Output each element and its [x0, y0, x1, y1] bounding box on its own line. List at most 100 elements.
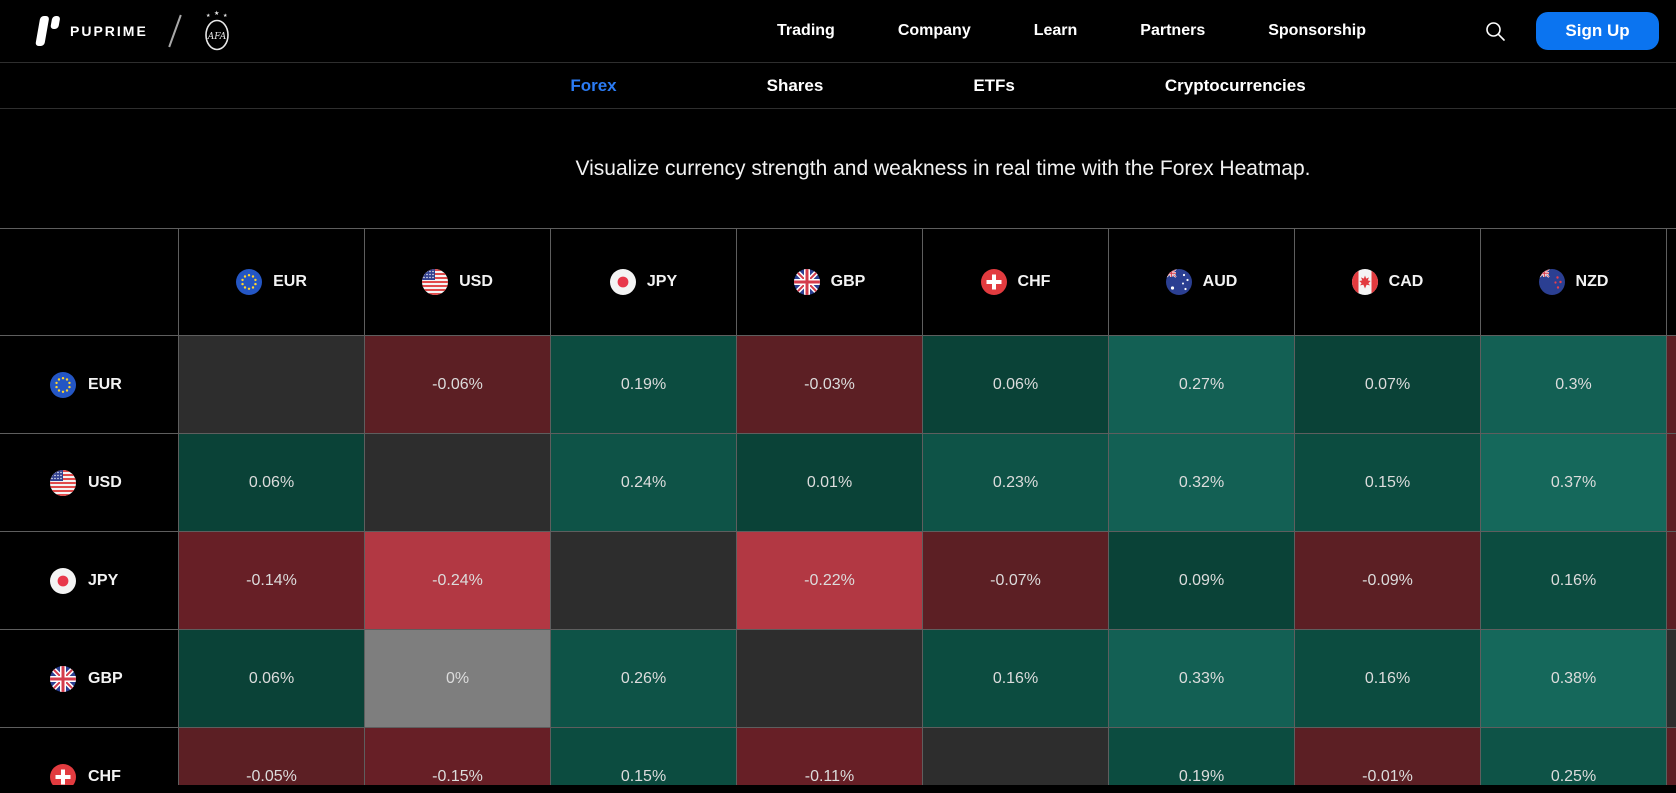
jpy-flag-icon: [609, 269, 636, 295]
heatmap-cell-chf-jpy: 0.15%: [551, 728, 736, 785]
svg-text:AFA: AFA: [207, 32, 227, 42]
heatmap-cell-usd-jpy: 0.24%: [551, 434, 736, 531]
forex-heatmap-table: EUR USD JPY GBP CHF AUD CAD NZD EUR -0.06% 0.19% -0…: [0, 228, 1676, 785]
search-button[interactable]: [1483, 19, 1507, 43]
afa-crest-icon: ★ ★ ★ AFA: [204, 10, 229, 51]
row-header-usd: USD: [0, 434, 178, 531]
column-header-chf: CHF: [923, 229, 1108, 335]
chf-flag-icon: [980, 269, 1007, 295]
hero-section: Visualize currency strength and weakness…: [0, 109, 1676, 228]
tab-shares[interactable]: Shares: [766, 75, 824, 95]
svg-text:★: ★: [223, 13, 228, 19]
heatmap-cell-chf-nzd: 0.25%: [1481, 728, 1666, 785]
usd-flag-icon: [50, 469, 76, 496]
puprime-logo[interactable]: PUPRIME: [30, 13, 148, 49]
column-label-usd: USD: [459, 273, 493, 290]
heatmap-cell-gbp-eur: 0.06%: [179, 630, 364, 727]
usd-flag-icon: [422, 269, 449, 295]
clipped-cell-eur: [1667, 336, 1676, 433]
heatmap-cell-eur-eur: [179, 336, 364, 433]
logo-divider: [168, 14, 182, 48]
heatmap-cell-usd-cad: 0.15%: [1295, 434, 1480, 531]
heatmap-cell-jpy-usd: -0.24%: [365, 532, 550, 629]
primary-nav: Trading Company Learn Partners Sponsorsh…: [777, 22, 1366, 40]
heatmap-cell-gbp-aud: 0.33%: [1109, 630, 1294, 727]
heatmap-cell-gbp-cad: 0.16%: [1295, 630, 1480, 727]
forex-heatmap-scroll-area[interactable]: EUR USD JPY GBP CHF AUD CAD NZD EUR -0.06% 0.19% -0…: [0, 228, 1676, 785]
column-header-usd: USD: [365, 229, 550, 335]
heatmap-cell-eur-usd: -0.06%: [365, 336, 550, 433]
heatmap-cell-chf-usd: -0.15%: [365, 728, 550, 785]
column-header-jpy: JPY: [551, 229, 736, 335]
heatmap-cell-gbp-gbp: [737, 630, 922, 727]
nav-item-partners[interactable]: Partners: [1140, 22, 1206, 39]
heatmap-corner-cell: [0, 229, 178, 335]
tab-cryptocurrencies[interactable]: Cryptocurrencies: [1164, 75, 1306, 95]
heatmap-cell-chf-gbp: -0.11%: [737, 728, 922, 785]
cad-flag-icon: [1351, 269, 1378, 295]
heatmap-cell-eur-nzd: 0.3%: [1481, 336, 1666, 433]
column-header-eur: EUR: [179, 229, 364, 335]
eur-flag-icon: [50, 371, 76, 398]
nav-item-trading[interactable]: Trading: [777, 22, 835, 39]
gbp-flag-icon: [793, 269, 820, 295]
row-label-jpy: JPY: [88, 571, 119, 589]
heatmap-cell-chf-chf: [923, 728, 1108, 785]
heatmap-cell-jpy-jpy: [551, 532, 736, 629]
clipped-cell-chf: [1667, 728, 1676, 785]
tab-etfs[interactable]: ETFs: [973, 75, 1015, 95]
column-label-jpy: JPY: [646, 273, 678, 290]
heatmap-cell-usd-gbp: 0.01%: [737, 434, 922, 531]
column-header-cad: CAD: [1295, 229, 1480, 335]
row-label-chf: CHF: [88, 767, 121, 785]
chf-flag-icon: [50, 763, 76, 785]
column-label-nzd: NZD: [1575, 273, 1609, 290]
sign-up-button[interactable]: Sign Up: [1536, 12, 1659, 50]
brand-name: PUPRIME: [70, 23, 148, 39]
column-header-aud: AUD: [1109, 229, 1294, 335]
row-label-usd: USD: [88, 473, 122, 491]
heatmap-cell-gbp-jpy: 0.26%: [551, 630, 736, 727]
tab-forex[interactable]: Forex: [570, 75, 617, 95]
nav-item-learn[interactable]: Learn: [1033, 22, 1078, 39]
row-label-gbp: GBP: [88, 669, 123, 687]
row-header-jpy: JPY: [0, 532, 178, 629]
heatmap-cell-eur-aud: 0.27%: [1109, 336, 1294, 433]
nzd-flag-icon: [1538, 269, 1565, 295]
heatmap-cell-usd-chf: 0.23%: [923, 434, 1108, 531]
row-header-chf: CHF: [0, 728, 178, 785]
row-header-gbp: GBP: [0, 630, 178, 727]
heatmap-cell-jpy-eur: -0.14%: [179, 532, 364, 629]
heatmap-cell-jpy-chf: -0.07%: [923, 532, 1108, 629]
jpy-flag-icon: [50, 567, 76, 594]
clipped-cell-jpy: [1667, 532, 1676, 629]
bottom-strip: [0, 785, 1676, 793]
column-header-nzd: NZD: [1481, 229, 1666, 335]
market-subnav: Forex Shares ETFs Cryptocurrencies: [0, 62, 1676, 109]
column-label-aud: AUD: [1202, 273, 1238, 290]
svg-text:★: ★: [214, 10, 219, 17]
clipped-cell-usd: [1667, 434, 1676, 531]
gbp-flag-icon: [50, 665, 76, 692]
heatmap-cell-eur-jpy: 0.19%: [551, 336, 736, 433]
puprime-logo-icon: [35, 16, 60, 46]
clipped-column-header: [1667, 229, 1676, 335]
heatmap-cell-gbp-usd: 0%: [365, 630, 550, 727]
heatmap-cell-usd-aud: 0.32%: [1109, 434, 1294, 531]
eur-flag-icon: [236, 269, 263, 295]
row-label-eur: EUR: [88, 375, 122, 393]
hero-description: Visualize currency strength and weakness…: [575, 156, 1311, 180]
column-header-gbp: GBP: [737, 229, 922, 335]
heatmap-cell-jpy-gbp: -0.22%: [737, 532, 922, 629]
clipped-cell-gbp: [1667, 630, 1676, 727]
nav-item-company[interactable]: Company: [897, 22, 971, 39]
row-header-eur: EUR: [0, 336, 178, 433]
heatmap-cell-gbp-chf: 0.16%: [923, 630, 1108, 727]
heatmap-cell-eur-gbp: -0.03%: [737, 336, 922, 433]
column-label-eur: EUR: [273, 273, 307, 290]
heatmap-cell-usd-usd: [365, 434, 550, 531]
nav-item-sponsorship[interactable]: Sponsorship: [1268, 22, 1366, 39]
heatmap-cell-usd-eur: 0.06%: [179, 434, 364, 531]
heatmap-cell-chf-aud: 0.19%: [1109, 728, 1294, 785]
heatmap-cell-jpy-nzd: 0.16%: [1481, 532, 1666, 629]
